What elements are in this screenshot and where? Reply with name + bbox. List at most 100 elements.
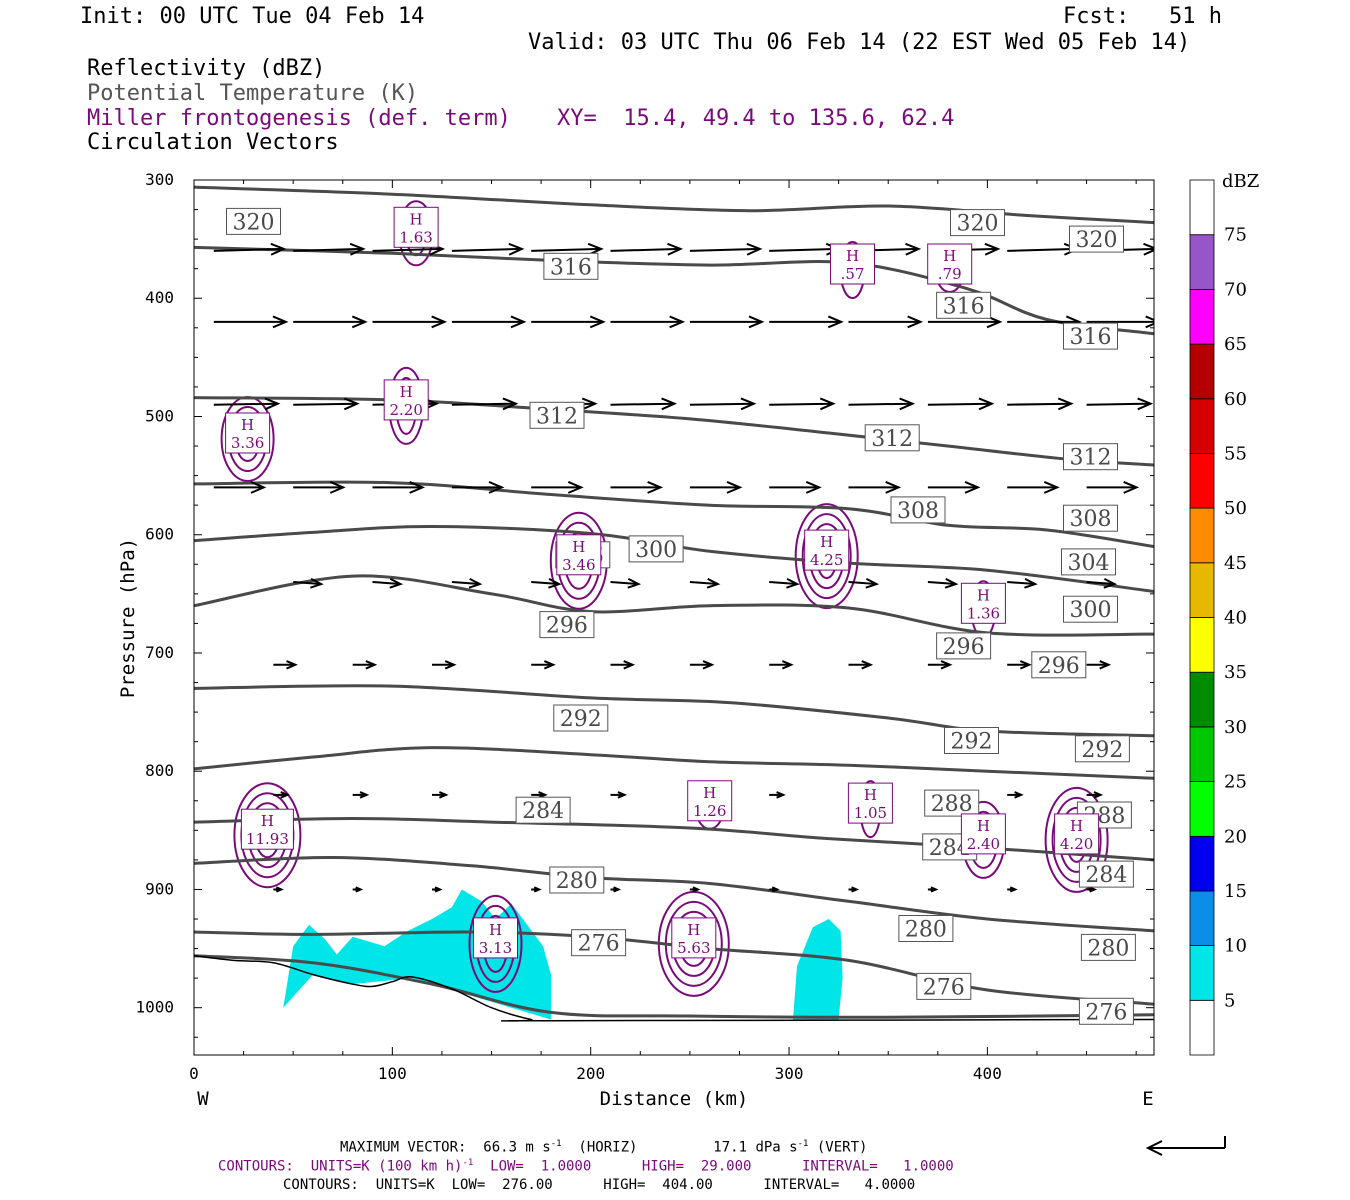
circulation-vector <box>451 397 519 411</box>
colorbar-level-label: 25 <box>1224 772 1247 793</box>
circulation-vector <box>531 660 556 670</box>
vector-head <box>548 577 562 589</box>
circulation-vector <box>848 577 880 589</box>
frontogenesis-max-symbol: H <box>864 786 877 804</box>
vector-head <box>1043 481 1060 494</box>
legend-vectors: Circulation Vectors <box>87 130 339 155</box>
circulation-vector <box>352 886 364 893</box>
vector-head <box>827 315 844 329</box>
vector-head <box>589 315 606 329</box>
vector-head <box>1089 886 1098 893</box>
frontogenesis-max-value: 11.93 <box>246 830 289 848</box>
vector-head <box>692 886 701 893</box>
circulation-vector <box>769 242 842 256</box>
theta-label: 316 <box>936 291 992 319</box>
vector-head <box>508 242 525 256</box>
vector-shaft <box>1086 581 1115 585</box>
theta-label: 292 <box>553 704 609 732</box>
vector-shaft <box>927 581 956 585</box>
theta-label-text: 276 <box>923 975 965 1000</box>
theta-label-text: 276 <box>1085 1000 1127 1025</box>
theta-label-text: 316 <box>550 255 592 280</box>
vector-head <box>272 315 289 329</box>
colorbar-segment <box>1189 835 1215 892</box>
vector-head <box>1099 660 1112 670</box>
theta-label-box <box>924 789 980 817</box>
vector-head <box>669 315 686 329</box>
vector-head <box>365 660 378 670</box>
theta-label-box <box>226 207 281 235</box>
colorbar-segment <box>1189 288 1215 345</box>
theta-label-text: 308 <box>897 499 939 524</box>
frontogenesis-max: H1.05 <box>847 782 893 824</box>
vector-head <box>409 481 426 494</box>
vector-head <box>740 397 757 411</box>
colorbar-segment <box>1189 781 1215 837</box>
vector-shaft <box>689 247 760 252</box>
vector-head <box>885 481 902 494</box>
vector-head <box>1024 577 1038 589</box>
theta-label-box <box>1069 225 1124 253</box>
y-tick-label: 700 <box>145 643 174 662</box>
theta-label: 312 <box>864 424 920 452</box>
colorbar-segment <box>1189 945 1215 1001</box>
colorbar-level-label: 75 <box>1224 225 1247 246</box>
frontogenesis-max-box <box>960 582 1006 624</box>
circulation-vector <box>769 886 780 893</box>
theta-label-text: 304 <box>1068 551 1110 576</box>
circulation-vector <box>689 242 763 256</box>
vector-shaft <box>1007 247 1078 252</box>
theta-label-box <box>1078 860 1134 888</box>
colorbar-segment <box>1189 452 1215 509</box>
frontogenesis-max: H3.46 <box>556 534 602 576</box>
vector-shaft <box>927 402 992 406</box>
theta-label: 316 <box>543 252 599 280</box>
vector-head <box>280 791 290 799</box>
frontogenesis-max-symbol: H <box>846 247 859 265</box>
frontogenesis-max-symbol: H <box>977 586 990 604</box>
circulation-vector <box>769 660 794 670</box>
footer-max-vector: MAXIMUM VECTOR: 66.3 m s-1 (HORIZ) 17.1 … <box>340 1139 868 1156</box>
theta-label-box <box>936 291 992 319</box>
circulation-vector <box>610 481 664 494</box>
vector-shaft <box>293 581 322 585</box>
theta-label-text: 280 <box>556 869 598 894</box>
vector-head <box>899 397 916 411</box>
theta-contour-292 <box>194 746 1154 780</box>
theta-label-text: 292 <box>560 707 602 732</box>
terrain-line <box>194 954 1154 1022</box>
frontogenesis-max-value: 3.46 <box>562 556 595 574</box>
frontogenesis-max-value: 4.20 <box>1060 835 1093 853</box>
frontogenesis-max: H3.36 <box>225 412 271 454</box>
theta-label-text: 300 <box>1070 598 1112 623</box>
y-axis-label: Pressure (hPa) <box>117 538 139 698</box>
circulation-vector <box>213 242 287 256</box>
theta-contour-316 <box>194 245 1154 336</box>
vector-head <box>667 242 684 256</box>
circulation-vector <box>610 577 642 589</box>
theta-label: 308 <box>890 496 946 524</box>
theta-label: 280 <box>1080 933 1136 961</box>
circulation-vector <box>352 660 378 670</box>
colorbar-segment <box>1189 398 1215 454</box>
colorbar-segment <box>1189 999 1215 1056</box>
vector-head <box>905 242 922 256</box>
colorbar-segment <box>1189 890 1215 947</box>
frontogenesis-max-value: 2.20 <box>389 401 422 419</box>
circulation-vector <box>1007 886 1018 893</box>
vector-head <box>623 660 636 670</box>
frontogenesis-max-symbol: H <box>1070 817 1083 835</box>
vector-head <box>786 577 800 589</box>
theta-label: 320 <box>950 209 1005 237</box>
vector-head <box>502 397 519 411</box>
frontogenesis-contour <box>468 894 523 993</box>
valid-time: Valid: 03 UTC Thu 06 Feb 14 (22 EST Wed … <box>528 30 1191 55</box>
circulation-vector <box>769 397 836 411</box>
frontogenesis-max-symbol: H <box>820 533 833 551</box>
vector-head <box>647 481 664 494</box>
y-tick-label: 500 <box>145 406 174 425</box>
circulation-vector <box>451 481 505 494</box>
colorbar-segment <box>1189 671 1215 728</box>
vector-head <box>1093 791 1104 799</box>
theta-label-box <box>553 704 609 732</box>
